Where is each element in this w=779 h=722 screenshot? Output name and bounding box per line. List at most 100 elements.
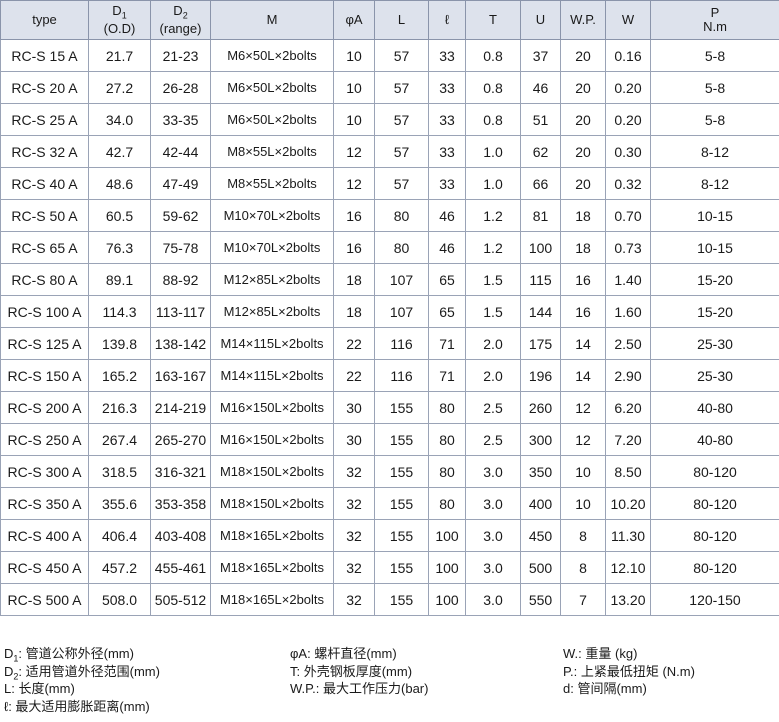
- table-cell: 75-78: [150, 231, 211, 264]
- legend-symbol: P.: [563, 663, 574, 679]
- header-text: D: [112, 2, 122, 18]
- table-cell: 450: [520, 519, 561, 552]
- table-cell: 155: [374, 423, 429, 456]
- table-row: RC-S 25 A 34.0 33-35 M6×50L×2bolts 10 57 33 0.8…: [0, 103, 779, 136]
- table-cell: 508.0: [88, 583, 151, 616]
- table-cell: RC-S 350 A: [0, 487, 89, 520]
- table-cell: 65: [428, 263, 466, 296]
- legend-column: φA: 螺杆直径(mm) T: 外壳钢板厚度(mm) W.P.: 最大工作压力(ba…: [290, 645, 428, 698]
- legend-item: P.: 上紧最低扭矩 (N.m): [563, 663, 695, 681]
- table-cell: 20: [560, 135, 606, 168]
- table-cell: 33: [428, 167, 466, 200]
- table-cell: 12: [560, 391, 606, 424]
- table-cell: 350: [520, 455, 561, 488]
- legend-description: : 上紧最低扭矩 (N.m): [573, 663, 695, 679]
- table-cell: 10: [333, 103, 375, 136]
- table-cell: 0.16: [605, 39, 651, 72]
- legend-symbol: W.P.: [290, 681, 316, 696]
- table-cell: RC-S 65 A: [0, 231, 89, 264]
- table-cell: 7.20: [605, 423, 651, 456]
- table-cell: 155: [374, 519, 429, 552]
- legend-description: : 最大适用膨胀距离(mm): [8, 698, 150, 714]
- table-cell: 33: [428, 39, 466, 72]
- table-cell: 0.8: [465, 103, 521, 136]
- table-cell: 1.0: [465, 167, 521, 200]
- table-cell: 16: [560, 295, 606, 328]
- table-row: RC-S 500 A 508.0 505-512 M18×165L×2bolts 32 1…: [0, 583, 779, 616]
- table-cell: 316-321: [150, 455, 211, 488]
- table-cell: 11.30: [605, 519, 651, 552]
- table-cell: M8×55L×2bolts: [210, 167, 334, 200]
- legend-item: W.P.: 最大工作压力(bar): [290, 680, 428, 698]
- table-cell: 10: [560, 455, 606, 488]
- table-cell: 8-12: [650, 167, 779, 200]
- table-row: RC-S 125 A 139.8 138-142 M14×115L×2bolts 22 1…: [0, 327, 779, 360]
- table-cell: 5-8: [650, 103, 779, 136]
- table-cell: 12.10: [605, 551, 651, 584]
- table-cell: 138-142: [150, 327, 211, 360]
- table-cell: 46: [428, 231, 466, 264]
- table-cell: 2.50: [605, 327, 651, 360]
- legend-item: W.: 重量 (kg): [563, 645, 695, 663]
- table-cell: M18×165L×2bolts: [210, 551, 334, 584]
- table-cell: 1.2: [465, 199, 521, 232]
- table-cell: 71: [428, 359, 466, 392]
- table-cell: RC-S 80 A: [0, 263, 89, 296]
- table-cell: 100: [428, 583, 466, 616]
- table-cell: 2.5: [465, 391, 521, 424]
- header-text: P: [710, 5, 720, 20]
- legend-subscript: 2: [13, 671, 19, 682]
- table-cell: 80: [428, 423, 466, 456]
- table-cell: 32: [333, 583, 375, 616]
- header-text: U: [535, 12, 546, 27]
- table-row: RC-S 50 A 60.5 59-62 M10×70L×2bolts 16 80 46 1.…: [0, 199, 779, 232]
- legend-description: : 重量 (kg): [578, 646, 638, 661]
- table-cell: M10×70L×2bolts: [210, 231, 334, 264]
- table-cell: 30: [333, 391, 375, 424]
- table-cell: 0.70: [605, 199, 651, 232]
- table-cell: 65: [428, 295, 466, 328]
- table-cell: 3.0: [465, 551, 521, 584]
- table-cell: 80-120: [650, 519, 779, 552]
- header-subscript: 1: [121, 10, 127, 21]
- header-cell: T: [465, 0, 521, 40]
- header-cell: D1 (O.D): [88, 0, 151, 40]
- legend-description: : 螺杆直径(mm): [307, 646, 397, 661]
- table-cell: M12×85L×2bolts: [210, 295, 334, 328]
- table-cell: 18: [560, 231, 606, 264]
- table-cell: 40-80: [650, 423, 779, 456]
- table-cell: 2.0: [465, 359, 521, 392]
- legend-item: d: 管间隔(mm): [563, 680, 695, 698]
- table-cell: RC-S 150 A: [0, 359, 89, 392]
- table-row: RC-S 15 A 21.7 21-23 M6×50L×2bolts 10 57 33 0.8…: [0, 39, 779, 72]
- table-cell: 175: [520, 327, 561, 360]
- legend-symbol: D: [4, 663, 14, 679]
- table-cell: 3.0: [465, 583, 521, 616]
- legend-description: : 长度(mm): [11, 681, 75, 696]
- legend-item: D1: 管道公称外径(mm): [4, 645, 160, 664]
- table-cell: 20: [560, 71, 606, 104]
- table-cell: 8: [560, 551, 606, 584]
- header-text: T: [489, 12, 497, 27]
- table-cell: 457.2: [88, 551, 151, 584]
- table-cell: 12: [560, 423, 606, 456]
- header-text: M: [266, 12, 278, 27]
- table-cell: 33: [428, 135, 466, 168]
- table-row: RC-S 400 A 406.4 403-408 M18×165L×2bolts 32 1…: [0, 519, 779, 552]
- table-cell: 80: [428, 391, 466, 424]
- table-cell: 318.5: [88, 455, 151, 488]
- table-cell: 8.50: [605, 455, 651, 488]
- table-cell: RC-S 400 A: [0, 519, 89, 552]
- table-cell: RC-S 100 A: [0, 295, 89, 328]
- table-cell: 10.20: [605, 487, 651, 520]
- table-cell: RC-S 20 A: [0, 71, 89, 104]
- table-cell: M18×150L×2bolts: [210, 455, 334, 488]
- table-cell: 115: [520, 263, 561, 296]
- table-cell: 66: [520, 167, 561, 200]
- legend-description: : 适用管道外径范围(mm): [18, 663, 160, 679]
- table-row: RC-S 20 A 27.2 26-28 M6×50L×2bolts 10 57 33 0.8…: [0, 71, 779, 104]
- header-cell: D2 (range): [150, 0, 211, 40]
- header-cell: ℓ: [428, 0, 466, 40]
- table-cell: 139.8: [88, 327, 151, 360]
- table-cell: M16×150L×2bolts: [210, 391, 334, 424]
